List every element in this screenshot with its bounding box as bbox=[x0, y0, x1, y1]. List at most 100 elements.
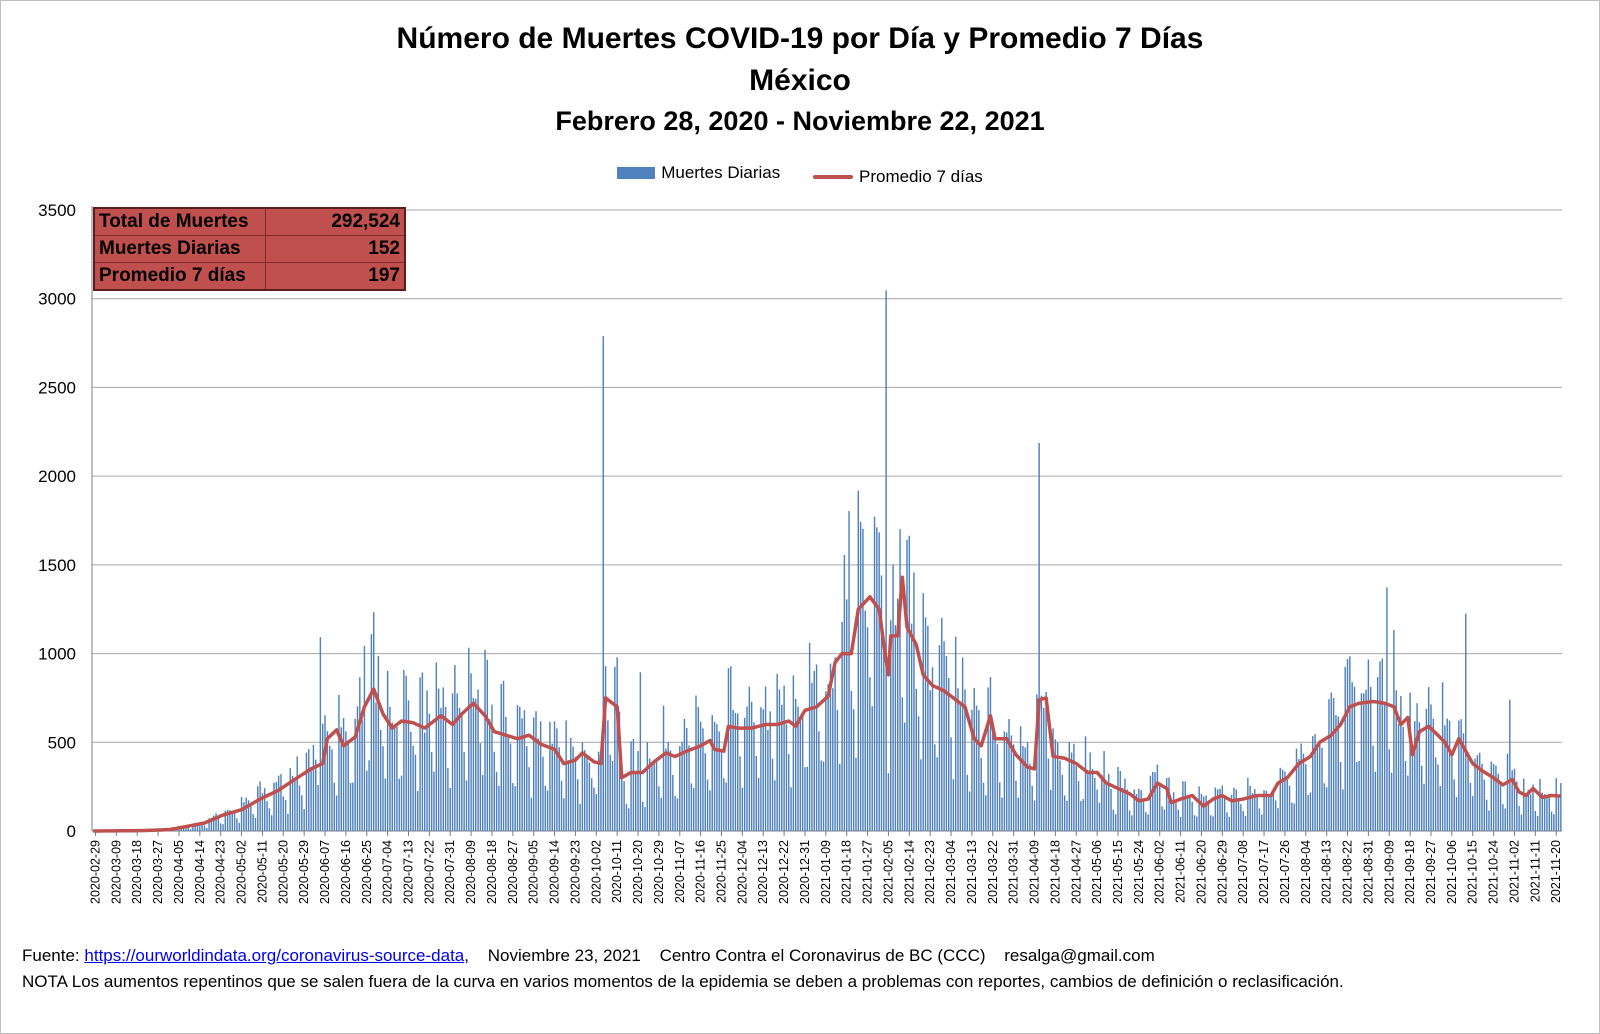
chart-legend: Muertes Diarias Promedio 7 días bbox=[0, 163, 1600, 187]
daily-bar bbox=[843, 554, 846, 831]
daily-bar bbox=[574, 756, 577, 831]
daily-bar bbox=[310, 768, 312, 831]
daily-bar bbox=[1279, 767, 1282, 831]
daily-bar bbox=[876, 527, 878, 831]
footer-org: Centro Contra el Coronavirus de BC (CCC) bbox=[659, 946, 986, 965]
x-tick-label: 2021-05-24 bbox=[1132, 840, 1146, 904]
daily-bar bbox=[667, 741, 669, 831]
daily-bar bbox=[287, 813, 289, 831]
daily-bar bbox=[384, 778, 387, 831]
daily-bar bbox=[1506, 753, 1509, 831]
daily-bar bbox=[820, 760, 822, 831]
daily-bar bbox=[852, 709, 855, 831]
daily-bar bbox=[1219, 788, 1221, 831]
daily-bar bbox=[1263, 790, 1265, 831]
daily-bar bbox=[213, 815, 215, 831]
daily-bar bbox=[635, 771, 637, 831]
daily-bar bbox=[790, 787, 792, 831]
daily-bar bbox=[1495, 765, 1497, 831]
daily-bar bbox=[1516, 781, 1518, 831]
daily-bar bbox=[1131, 815, 1133, 831]
daily-bar bbox=[514, 786, 516, 831]
daily-bar bbox=[850, 690, 853, 831]
daily-bar bbox=[822, 761, 825, 831]
daily-bar bbox=[878, 532, 880, 831]
daily-bar bbox=[1214, 787, 1217, 831]
daily-bar bbox=[1546, 797, 1548, 831]
daily-bar bbox=[792, 675, 795, 831]
x-tick-label: 2020-12-22 bbox=[777, 840, 791, 904]
daily-bar bbox=[1254, 789, 1256, 831]
stats-label-daily: Muertes Diarias bbox=[93, 235, 266, 263]
daily-bar bbox=[1110, 788, 1112, 831]
x-tick-label: 2021-08-31 bbox=[1361, 840, 1375, 904]
x-tick-label: 2020-06-16 bbox=[339, 840, 353, 904]
daily-bar bbox=[505, 716, 507, 831]
daily-bar bbox=[530, 797, 533, 831]
y-tick-label: 2000 bbox=[38, 467, 76, 486]
daily-bar bbox=[1050, 789, 1052, 831]
daily-bar bbox=[829, 663, 832, 831]
daily-bar bbox=[1295, 748, 1298, 831]
daily-bar bbox=[356, 706, 359, 831]
daily-bar bbox=[1272, 791, 1275, 831]
daily-bar bbox=[298, 785, 301, 831]
daily-bar bbox=[825, 691, 827, 831]
daily-bar bbox=[625, 803, 628, 831]
daily-bar bbox=[245, 797, 247, 831]
daily-bar bbox=[354, 718, 356, 831]
daily-bar bbox=[270, 815, 273, 831]
daily-bar bbox=[410, 731, 412, 831]
daily-bar bbox=[583, 750, 586, 831]
daily-bar bbox=[1189, 795, 1191, 831]
daily-bar bbox=[1017, 797, 1020, 831]
daily-bar bbox=[1286, 779, 1288, 831]
daily-bar bbox=[206, 827, 208, 831]
x-tick-label: 2021-09-18 bbox=[1403, 840, 1417, 904]
footer-source-link[interactable]: https://ourworldindata.org/coronavirus-s… bbox=[84, 946, 465, 965]
daily-bar bbox=[1543, 794, 1546, 831]
x-tick-label: 2020-03-09 bbox=[109, 840, 123, 904]
daily-bar bbox=[1059, 760, 1061, 831]
daily-bar bbox=[1203, 796, 1205, 831]
daily-bar bbox=[442, 687, 444, 831]
daily-bar bbox=[1427, 687, 1430, 831]
daily-bar bbox=[975, 705, 978, 831]
daily-bar bbox=[386, 670, 389, 831]
x-tick-label: 2020-07-22 bbox=[422, 840, 436, 904]
daily-bar bbox=[326, 731, 329, 831]
daily-bar bbox=[1054, 739, 1057, 831]
daily-bar bbox=[247, 800, 250, 831]
daily-bar bbox=[208, 818, 210, 831]
daily-bar bbox=[1165, 777, 1168, 831]
daily-bar bbox=[1316, 745, 1319, 831]
daily-bar bbox=[1045, 691, 1047, 831]
daily-bar bbox=[1066, 800, 1068, 831]
daily-bar bbox=[934, 744, 936, 831]
daily-bar bbox=[699, 721, 702, 831]
daily-bar bbox=[1465, 613, 1467, 831]
daily-bar bbox=[1274, 800, 1277, 831]
x-tick-label: 2021-01-09 bbox=[819, 840, 833, 904]
daily-bar bbox=[980, 758, 982, 831]
daily-bar bbox=[586, 756, 588, 831]
daily-bar bbox=[1070, 752, 1073, 831]
daily-bar bbox=[1467, 756, 1469, 831]
daily-bar bbox=[282, 796, 285, 831]
x-tick-label: 2021-03-13 bbox=[965, 840, 979, 904]
stats-row: Muertes Diarias 152 bbox=[93, 235, 406, 263]
x-tick-label: 2021-09-27 bbox=[1424, 840, 1438, 904]
daily-bar bbox=[906, 539, 908, 831]
daily-bar bbox=[1112, 809, 1115, 831]
daily-bar bbox=[899, 529, 901, 831]
daily-bar bbox=[996, 744, 999, 831]
x-tick-label: 2021-03-31 bbox=[1007, 840, 1021, 904]
daily-bar bbox=[201, 824, 203, 831]
daily-bar bbox=[1149, 775, 1152, 831]
daily-bar bbox=[637, 751, 639, 831]
daily-bar bbox=[1128, 810, 1131, 831]
daily-bar bbox=[757, 777, 760, 831]
daily-bar bbox=[361, 719, 363, 831]
daily-bar bbox=[755, 756, 757, 831]
